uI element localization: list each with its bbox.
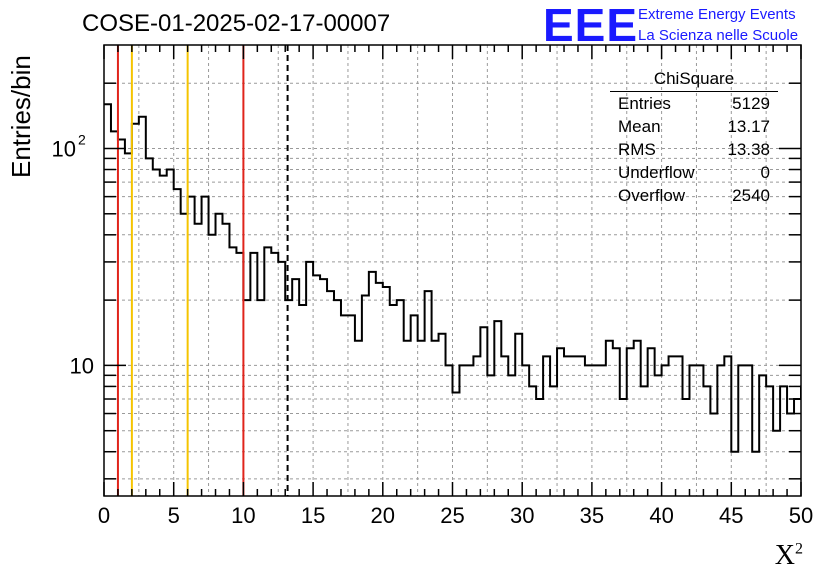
stats-value: 5129 xyxy=(732,94,770,113)
x-axis-label: X2 xyxy=(775,540,803,572)
x-tick-label: 10 xyxy=(231,503,255,528)
y-axis-label: Entries/bin xyxy=(6,55,36,178)
stats-title: ChiSquare xyxy=(610,66,778,92)
y-tick-label: 10 xyxy=(52,136,76,161)
stats-row: Entries 5129 xyxy=(610,92,778,115)
histogram xyxy=(104,103,801,453)
x-tick-label: 40 xyxy=(649,503,673,528)
logo-mark: EEE xyxy=(543,0,639,51)
stats-label: Underflow xyxy=(618,163,695,182)
x-tick-label: 30 xyxy=(510,503,534,528)
x-tick-label: 35 xyxy=(580,503,604,528)
x-tick-label: 25 xyxy=(440,503,464,528)
stats-label: Entries xyxy=(618,94,671,113)
chart-title: COSE-01-2025-02-17-00007 xyxy=(82,10,391,37)
stats-label: Mean xyxy=(618,117,661,136)
stats-row: Overflow 2540 xyxy=(610,184,778,207)
x-axis-label-text: X xyxy=(774,540,795,571)
stats-row: RMS 13.38 xyxy=(610,138,778,161)
x-tick-label: 0 xyxy=(98,503,110,528)
logo-line-1: Extreme Energy Events xyxy=(638,6,796,23)
stats-row: Underflow 0 xyxy=(610,161,778,184)
x-axis-label-superscript: 2 xyxy=(795,540,803,558)
logo-line-2: La Scienza nelle Scuole xyxy=(638,27,799,44)
stats-row: Mean 13.17 xyxy=(610,115,778,138)
y-tick-label: 10 xyxy=(70,353,94,378)
stats-value: 13.17 xyxy=(727,117,770,136)
stats-box: ChiSquare Entries 5129 Mean 13.17 RMS 13.38… xyxy=(610,66,778,207)
stats-value: 13.38 xyxy=(727,140,770,159)
stats-value: 0 xyxy=(760,163,770,182)
stats-label: RMS xyxy=(618,140,656,159)
x-tick-label: 5 xyxy=(168,503,180,528)
x-tick-label: 15 xyxy=(301,503,325,528)
x-tick-label: 50 xyxy=(789,503,813,528)
x-tick-label: 45 xyxy=(719,503,743,528)
x-tick-label: 20 xyxy=(371,503,395,528)
stats-label: Overflow xyxy=(618,186,686,205)
stats-value: 2540 xyxy=(732,186,770,205)
histogram-series xyxy=(104,103,801,453)
marker-lines xyxy=(116,45,289,496)
y-tick-label-exponent: 2 xyxy=(78,131,86,147)
